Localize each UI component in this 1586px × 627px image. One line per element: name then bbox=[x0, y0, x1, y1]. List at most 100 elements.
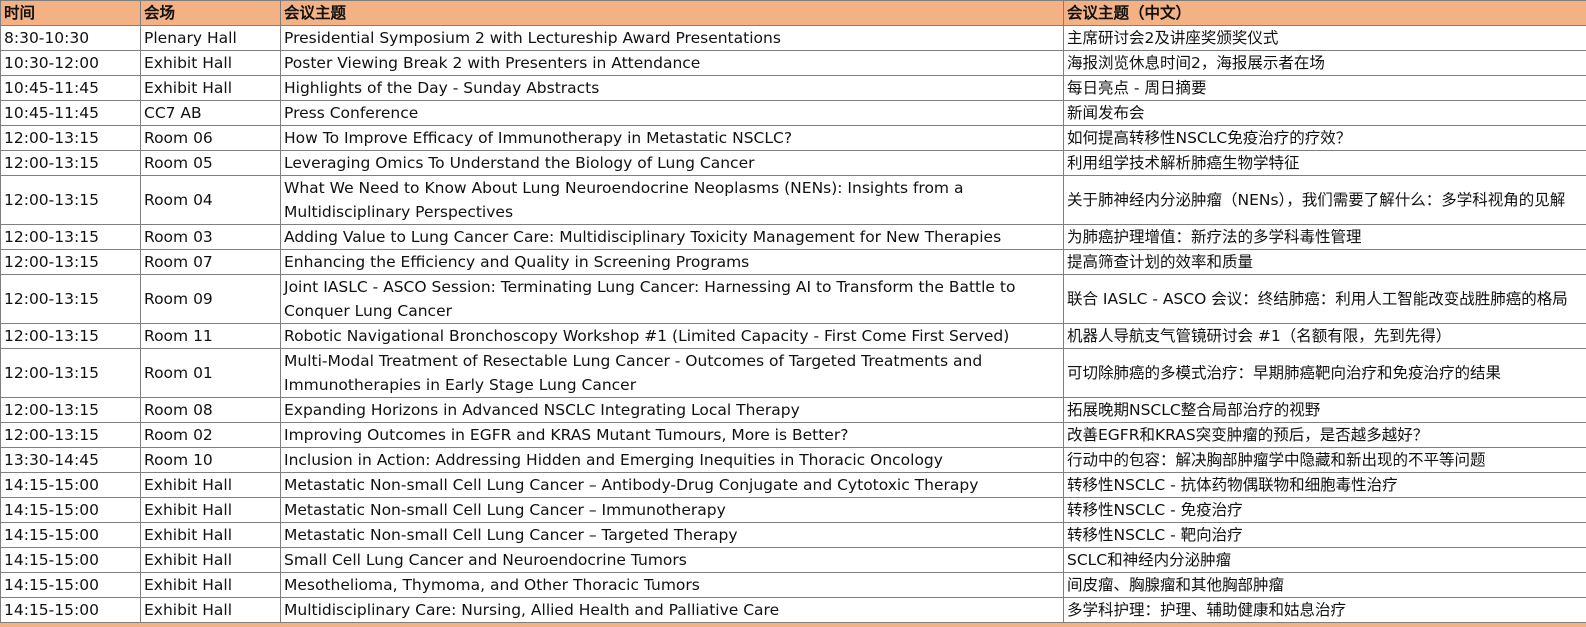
table-row: 14:15-15:00 Exhibit Hall Metastatic Non-… bbox=[0, 522, 1586, 548]
cell-venue[interactable]: Room 03 bbox=[140, 224, 281, 250]
cell-topic-cn[interactable]: 转移性NSCLC - 靶向治疗 bbox=[1063, 522, 1586, 548]
cell-time[interactable]: 12:00-13:15 bbox=[0, 150, 141, 176]
cell-topic[interactable]: How To Improve Efficacy of Immunotherapy… bbox=[280, 125, 1064, 151]
cell-venue[interactable]: Exhibit Hall bbox=[140, 547, 281, 573]
cell-time[interactable]: 12:00-13:15 bbox=[0, 397, 141, 423]
cell-topic[interactable]: Metastatic Non-small Cell Lung Cancer – … bbox=[280, 472, 1064, 498]
cell-topic[interactable]: Metastatic Non-small Cell Lung Cancer – … bbox=[280, 497, 1064, 523]
cell-venue[interactable]: Exhibit Hall bbox=[140, 572, 281, 598]
cell-topic-cn[interactable]: 多学科护理：护理、辅助健康和姑息治疗 bbox=[1063, 597, 1586, 623]
header-topic[interactable]: 会议主题 bbox=[280, 0, 1064, 26]
cell-venue[interactable]: Room 09 bbox=[140, 274, 281, 324]
header-topic-cn[interactable]: 会议主题（中文） bbox=[1063, 0, 1586, 26]
table-row: 12:00-13:15 Room 08 Expanding Horizons i… bbox=[0, 397, 1586, 423]
cell-venue[interactable]: Room 02 bbox=[140, 422, 281, 448]
cell-time[interactable]: 12:00-13:15 bbox=[0, 175, 141, 225]
cell-topic[interactable]: Expanding Horizons in Advanced NSCLC Int… bbox=[280, 397, 1064, 423]
cell-venue[interactable]: Exhibit Hall bbox=[140, 522, 281, 548]
cell-time[interactable]: 14:15-15:00 bbox=[0, 572, 141, 598]
cell-topic[interactable]: Robotic Navigational Bronchoscopy Worksh… bbox=[280, 323, 1064, 349]
cell-time[interactable]: 12:00-13:15 bbox=[0, 348, 141, 398]
cell-time[interactable]: 12:00-13:15 bbox=[0, 323, 141, 349]
cell-topic[interactable]: Poster Viewing Break 2 with Presenters i… bbox=[280, 50, 1064, 76]
cell-time[interactable]: 8:30-10:30 bbox=[0, 25, 141, 51]
cell-topic[interactable]: Small Cell Lung Cancer and Neuroendocrin… bbox=[280, 547, 1064, 573]
cell-topic[interactable]: Mesothelioma, Thymoma, and Other Thoraci… bbox=[280, 572, 1064, 598]
cell-venue[interactable]: Room 01 bbox=[140, 348, 281, 398]
cell-topic-cn[interactable]: 关于肺神经内分泌肿瘤（NENs），我们需要了解什么：多学科视角的见解 bbox=[1063, 175, 1586, 225]
cell-topic[interactable]: Press Conference bbox=[280, 100, 1064, 126]
cell-time[interactable]: 14:15-15:00 bbox=[0, 597, 141, 623]
cell-topic[interactable]: Joint IASLC - ASCO Session: Terminating … bbox=[280, 274, 1064, 324]
table-row: 8:30-10:30 Plenary Hall Presidential Sym… bbox=[0, 25, 1586, 51]
cell-time[interactable]: 14:15-15:00 bbox=[0, 497, 141, 523]
table-row: 10:30-12:00 Exhibit Hall Poster Viewing … bbox=[0, 50, 1586, 76]
cell-topic-cn[interactable]: 行动中的包容：解决胸部肿瘤学中隐藏和新出现的不平等问题 bbox=[1063, 447, 1586, 473]
cell-time[interactable]: 14:15-15:00 bbox=[0, 472, 141, 498]
cell-venue[interactable]: Exhibit Hall bbox=[140, 75, 281, 101]
cell-topic-cn[interactable]: 间皮瘤、胸腺瘤和其他胸部肿瘤 bbox=[1063, 572, 1586, 598]
table-row: 12:00-13:15 Room 07 Enhancing the Effici… bbox=[0, 249, 1586, 275]
cell-venue[interactable]: Room 05 bbox=[140, 150, 281, 176]
cell-time[interactable]: 14:15-15:00 bbox=[0, 522, 141, 548]
cell-venue[interactable]: Exhibit Hall bbox=[140, 50, 281, 76]
cell-topic-cn[interactable]: SCLC和神经内分泌肿瘤 bbox=[1063, 547, 1586, 573]
cell-topic-cn[interactable]: 如何提高转移性NSCLC免疫治疗的疗效？ bbox=[1063, 125, 1586, 151]
cell-time[interactable]: 12:00-13:15 bbox=[0, 422, 141, 448]
cell-time[interactable]: 14:15-15:00 bbox=[0, 547, 141, 573]
cell-topic[interactable]: Multi-Modal Treatment of Resectable Lung… bbox=[280, 348, 1064, 398]
cell-topic-cn[interactable]: 每日亮点 - 周日摘要 bbox=[1063, 75, 1586, 101]
table-row: 14:15-15:00 Exhibit Hall Metastatic Non-… bbox=[0, 497, 1586, 523]
cell-topic-cn[interactable]: 为肺癌护理增值：新疗法的多学科毒性管理 bbox=[1063, 224, 1586, 250]
cell-time[interactable]: 10:45-11:45 bbox=[0, 100, 141, 126]
cell-topic-cn[interactable]: 机器人导航支气管镜研讨会 #1（名额有限，先到先得） bbox=[1063, 323, 1586, 349]
cell-time[interactable]: 13:30-14:45 bbox=[0, 447, 141, 473]
cell-venue[interactable]: Room 04 bbox=[140, 175, 281, 225]
cell-time[interactable]: 12:00-13:15 bbox=[0, 249, 141, 275]
cell-topic-cn[interactable]: 提高筛查计划的效率和质量 bbox=[1063, 249, 1586, 275]
cell-time[interactable]: 12:00-13:15 bbox=[0, 224, 141, 250]
cell-topic-cn[interactable]: 转移性NSCLC - 抗体药物偶联物和细胞毒性治疗 bbox=[1063, 472, 1586, 498]
table-row: 14:15-15:00 Exhibit Hall Mesothelioma, T… bbox=[0, 572, 1586, 598]
header-venue[interactable]: 会场 bbox=[140, 0, 281, 26]
cell-venue[interactable]: Exhibit Hall bbox=[140, 497, 281, 523]
cell-topic[interactable]: Metastatic Non-small Cell Lung Cancer – … bbox=[280, 522, 1064, 548]
cell-topic-cn[interactable]: 联合 IASLC - ASCO 会议：终结肺癌：利用人工智能改变战胜肺癌的格局 bbox=[1063, 274, 1586, 324]
cell-topic-cn[interactable]: 改善EGFR和KRAS突变肿瘤的预后，是否越多越好？ bbox=[1063, 422, 1586, 448]
cell-venue[interactable]: Exhibit Hall bbox=[140, 472, 281, 498]
table-row: 13:30-14:45 Room 10 Inclusion in Action:… bbox=[0, 447, 1586, 473]
cell-venue[interactable]: Exhibit Hall bbox=[140, 597, 281, 623]
cell-venue[interactable]: Room 07 bbox=[140, 249, 281, 275]
cell-topic[interactable]: Adding Value to Lung Cancer Care: Multid… bbox=[280, 224, 1064, 250]
cell-venue[interactable]: CC7 AB bbox=[140, 100, 281, 126]
cell-topic-cn[interactable]: 海报浏览休息时间2，海报展示者在场 bbox=[1063, 50, 1586, 76]
cell-topic-cn[interactable]: 新闻发布会 bbox=[1063, 100, 1586, 126]
table-row: 12:00-13:15 Room 03 Adding Value to Lung… bbox=[0, 224, 1586, 250]
cell-topic-cn[interactable]: 利用组学技术解析肺癌生物学特征 bbox=[1063, 150, 1586, 176]
cell-venue[interactable]: Room 08 bbox=[140, 397, 281, 423]
cell-time[interactable]: 10:45-11:45 bbox=[0, 75, 141, 101]
cell-topic[interactable]: Inclusion in Action: Addressing Hidden a… bbox=[280, 447, 1064, 473]
cell-venue[interactable]: Room 11 bbox=[140, 323, 281, 349]
cell-topic[interactable]: Improving Outcomes in EGFR and KRAS Muta… bbox=[280, 422, 1064, 448]
header-time[interactable]: 时间 bbox=[0, 0, 141, 26]
cell-topic-cn[interactable]: 拓展晚期NSCLC整合局部治疗的视野 bbox=[1063, 397, 1586, 423]
cell-time[interactable]: 12:00-13:15 bbox=[0, 125, 141, 151]
cell-topic[interactable]: Leveraging Omics To Understand the Biolo… bbox=[280, 150, 1064, 176]
cell-topic-cn[interactable]: 转移性NSCLC - 免疫治疗 bbox=[1063, 497, 1586, 523]
cell-topic[interactable]: Highlights of the Day - Sunday Abstracts bbox=[280, 75, 1064, 101]
table-row: 12:00-13:15 Room 05 Leveraging Omics To … bbox=[0, 150, 1586, 176]
table-row: 14:15-15:00 Exhibit Hall Metastatic Non-… bbox=[0, 472, 1586, 498]
cell-topic[interactable]: Enhancing the Efficiency and Quality in … bbox=[280, 249, 1064, 275]
cell-topic[interactable]: Presidential Symposium 2 with Lectureshi… bbox=[280, 25, 1064, 51]
cell-venue[interactable]: Plenary Hall bbox=[140, 25, 281, 51]
cell-time[interactable]: 10:30-12:00 bbox=[0, 50, 141, 76]
cell-topic[interactable]: What We Need to Know About Lung Neuroend… bbox=[280, 175, 1064, 225]
cell-venue[interactable]: Room 06 bbox=[140, 125, 281, 151]
cell-time[interactable]: 12:00-13:15 bbox=[0, 274, 141, 324]
cell-topic[interactable]: Multidisciplinary Care: Nursing, Allied … bbox=[280, 597, 1064, 623]
cell-topic-cn[interactable]: 可切除肺癌的多模式治疗：早期肺癌靶向治疗和免疫治疗的结果 bbox=[1063, 348, 1586, 398]
cell-topic-cn[interactable]: 主席研讨会2及讲座奖颁奖仪式 bbox=[1063, 25, 1586, 51]
cell-venue[interactable]: Room 10 bbox=[140, 447, 281, 473]
